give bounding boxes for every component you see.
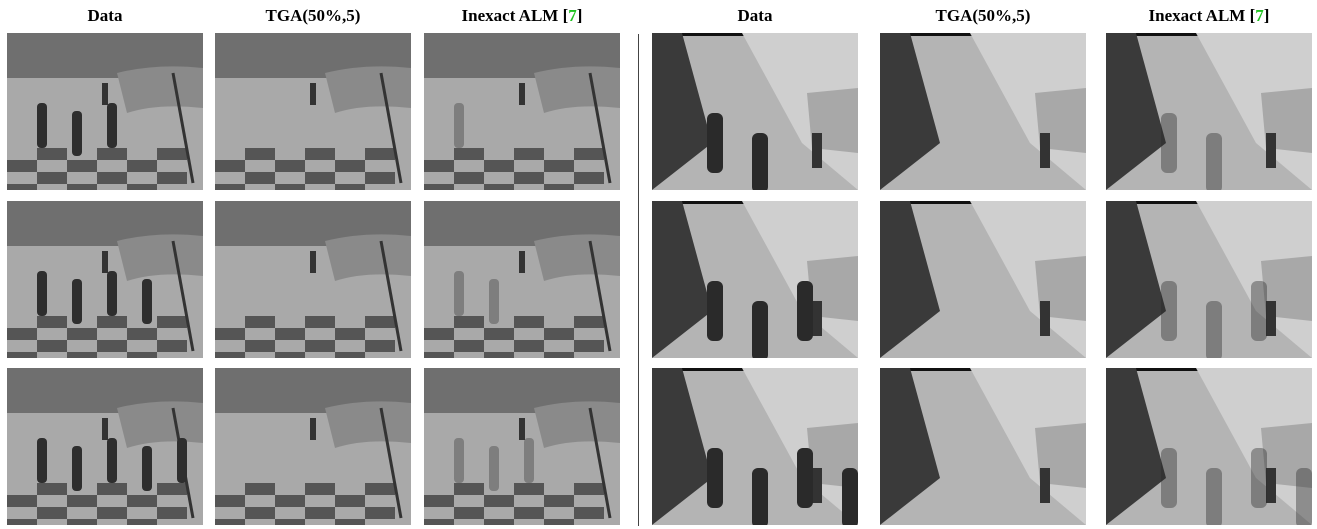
video-frame xyxy=(424,201,620,358)
video-frame xyxy=(215,201,411,358)
video-frame xyxy=(1106,201,1312,358)
header-text: TGA(50%,5) xyxy=(265,6,361,25)
column-header: Inexact ALM [7] xyxy=(424,6,620,26)
video-frame xyxy=(1106,33,1312,190)
header-text: Data xyxy=(737,6,773,25)
video-frame xyxy=(1106,368,1312,525)
video-frame xyxy=(7,368,203,525)
video-frame xyxy=(7,201,203,358)
video-frame xyxy=(424,368,620,525)
video-frame xyxy=(880,368,1086,525)
header-text: TGA(50%,5) xyxy=(935,6,1031,25)
video-frame xyxy=(7,33,203,190)
header-text: Inexact ALM [ xyxy=(1148,6,1256,25)
column-header: TGA(50%,5) xyxy=(215,6,411,26)
header-text: Inexact ALM [ xyxy=(461,6,569,25)
column-header: Inexact ALM [7] xyxy=(1106,6,1312,26)
video-frame xyxy=(215,368,411,525)
video-frame xyxy=(424,33,620,190)
video-frame xyxy=(880,201,1086,358)
video-frame xyxy=(652,368,858,525)
header-text: ] xyxy=(576,6,583,25)
citation[interactable]: 7 xyxy=(568,6,577,25)
column-header: TGA(50%,5) xyxy=(880,6,1086,26)
header-text: Data xyxy=(87,6,123,25)
divider xyxy=(638,34,639,526)
video-frame xyxy=(215,33,411,190)
citation[interactable]: 7 xyxy=(1255,6,1264,25)
column-header: Data xyxy=(652,6,858,26)
header-text: ] xyxy=(1263,6,1270,25)
column-header: Data xyxy=(7,6,203,26)
video-frame xyxy=(652,201,858,358)
video-frame xyxy=(652,33,858,190)
video-frame xyxy=(880,33,1086,190)
